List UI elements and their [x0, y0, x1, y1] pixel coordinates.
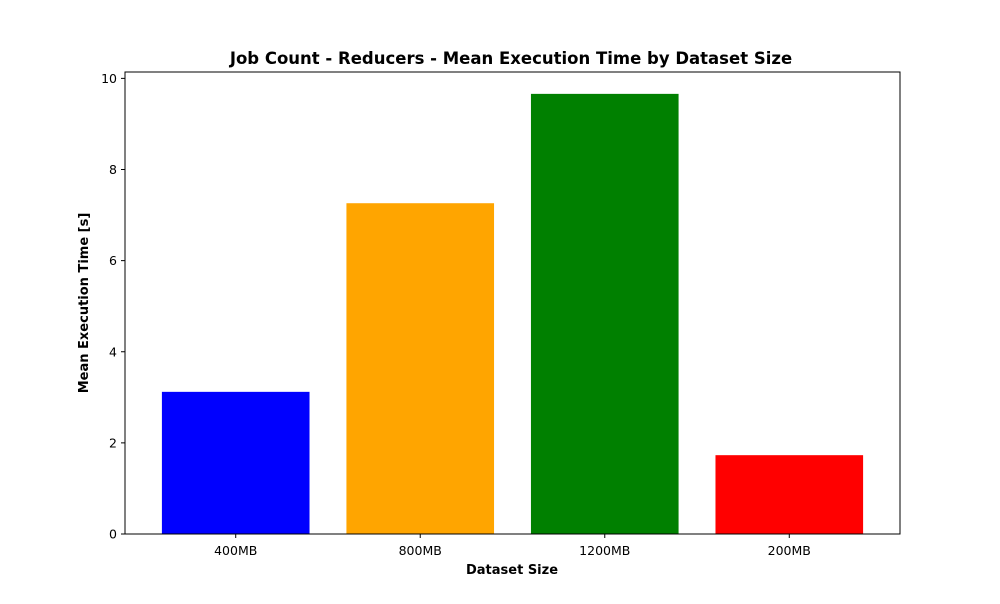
bars-layer — [161, 93, 864, 535]
bar-1200MB — [530, 93, 679, 535]
x-tick-label: 200MB — [768, 543, 811, 558]
x-axis-label: Dataset Size — [466, 563, 558, 578]
y-tick-label: 4 — [109, 344, 117, 359]
y-tick-label: 6 — [109, 253, 117, 268]
y-tick-label: 10 — [101, 71, 117, 86]
y-tick-label: 0 — [109, 527, 117, 542]
x-tick-label: 1200MB — [579, 543, 630, 558]
bar-800MB — [346, 203, 495, 534]
x-tick-label: 800MB — [399, 543, 442, 558]
x-axis: 400MB 800MB 1200MB 200MB — [214, 534, 811, 558]
y-tick-label: 8 — [109, 162, 117, 177]
y-axis-label: Mean Execution Time [s] — [77, 213, 92, 394]
bar-200MB — [715, 455, 864, 534]
x-tick-label: 400MB — [214, 543, 257, 558]
y-tick-label: 2 — [109, 435, 117, 450]
plot-frame — [124, 71, 901, 535]
chart-title: Job Count - Reducers - Mean Execution Ti… — [229, 49, 792, 68]
bar-400MB — [161, 391, 310, 534]
y-axis: 0 2 4 6 8 10 — [101, 71, 125, 542]
